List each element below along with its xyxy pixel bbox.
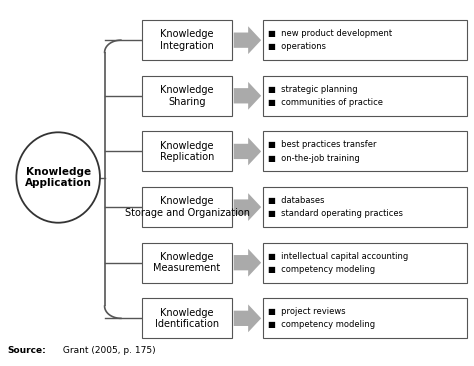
FancyBboxPatch shape	[263, 76, 467, 116]
Text: Knowledge
Replication: Knowledge Replication	[160, 141, 214, 162]
Text: Knowledge
Storage and Organization: Knowledge Storage and Organization	[125, 196, 250, 218]
Text: Knowledge
Application: Knowledge Application	[25, 167, 91, 188]
Text: ■  communities of practice: ■ communities of practice	[268, 98, 383, 107]
FancyBboxPatch shape	[263, 131, 467, 171]
FancyBboxPatch shape	[142, 131, 232, 171]
Polygon shape	[234, 305, 261, 332]
FancyBboxPatch shape	[142, 187, 232, 227]
Text: Grant (2005, p. 175): Grant (2005, p. 175)	[61, 346, 156, 355]
Text: ■  on-the-job training: ■ on-the-job training	[268, 154, 360, 163]
Text: ■  strategic planning: ■ strategic planning	[268, 85, 358, 94]
Text: ■  databases: ■ databases	[268, 196, 325, 205]
Text: ■  intellectual capital accounting: ■ intellectual capital accounting	[268, 251, 409, 261]
FancyBboxPatch shape	[142, 20, 232, 60]
FancyBboxPatch shape	[263, 298, 467, 338]
Text: Knowledge
Identification: Knowledge Identification	[155, 307, 219, 329]
Text: ■  competency modeling: ■ competency modeling	[268, 321, 375, 329]
Text: ■  standard operating practices: ■ standard operating practices	[268, 209, 403, 218]
Text: ■  new product development: ■ new product development	[268, 29, 392, 38]
Ellipse shape	[17, 132, 100, 223]
FancyBboxPatch shape	[263, 187, 467, 227]
Text: ■  operations: ■ operations	[268, 42, 326, 51]
Polygon shape	[234, 249, 261, 277]
Polygon shape	[234, 193, 261, 221]
Text: ■  best practices transfer: ■ best practices transfer	[268, 140, 377, 149]
Text: ■  competency modeling: ■ competency modeling	[268, 265, 375, 274]
Text: Knowledge
Measurement: Knowledge Measurement	[154, 252, 221, 273]
Text: Source:: Source:	[7, 346, 46, 355]
FancyBboxPatch shape	[263, 243, 467, 283]
FancyBboxPatch shape	[263, 20, 467, 60]
FancyBboxPatch shape	[142, 76, 232, 116]
Text: Knowledge
Integration: Knowledge Integration	[160, 29, 214, 51]
Text: Knowledge
Sharing: Knowledge Sharing	[160, 85, 214, 107]
Polygon shape	[234, 138, 261, 165]
FancyBboxPatch shape	[142, 243, 232, 283]
Polygon shape	[234, 82, 261, 110]
Text: ■  project reviews: ■ project reviews	[268, 307, 346, 316]
FancyBboxPatch shape	[142, 298, 232, 338]
Polygon shape	[234, 26, 261, 54]
